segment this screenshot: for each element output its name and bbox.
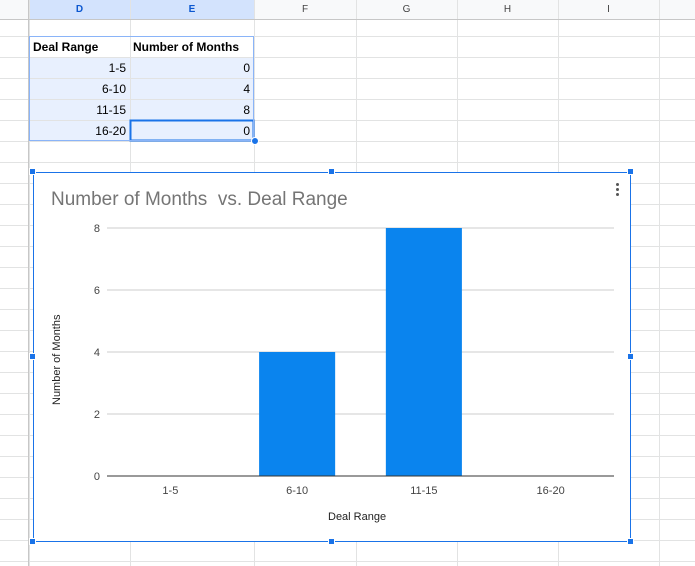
column-header-h[interactable]: H	[503, 4, 512, 15]
column-header-i[interactable]: I	[607, 4, 610, 15]
header-cell-deal-range[interactable]: Deal Range	[33, 40, 99, 54]
y-tick-label: 8	[94, 223, 100, 235]
resize-handle-top-right[interactable]	[627, 168, 634, 175]
column-header-f[interactable]: F	[301, 4, 309, 15]
resize-handle-right[interactable]	[627, 353, 634, 360]
cell-deal-range-1[interactable]: 1-5	[108, 61, 126, 75]
cell-deal-range-4[interactable]: 16-20	[95, 124, 126, 138]
cell-months-1[interactable]: 0	[243, 61, 250, 75]
y-tick-label: 2	[94, 409, 100, 421]
resize-handle-top-left[interactable]	[29, 168, 36, 175]
fill-handle[interactable]	[251, 137, 259, 145]
resize-handle-left[interactable]	[29, 353, 36, 360]
cell-deal-range-3[interactable]: 11-15	[96, 103, 126, 117]
bar-chart-plot: 0 2 4 6 8 1-5 6-10 11-15 16-20	[94, 223, 614, 497]
resize-handle-bottom-left[interactable]	[29, 538, 36, 545]
y-tick-label: 0	[94, 471, 100, 483]
column-header-g[interactable]: G	[402, 4, 411, 15]
bar-6-10[interactable]	[259, 352, 336, 476]
cell-months-3[interactable]: 8	[243, 103, 250, 117]
resize-handle-bottom[interactable]	[328, 538, 335, 545]
cell-deal-range-2[interactable]: 6-10	[101, 82, 126, 96]
header-cell-number-of-months[interactable]: Number of Months	[133, 40, 239, 54]
cell-months-4[interactable]: 0	[243, 124, 250, 138]
resize-handle-top[interactable]	[328, 168, 335, 175]
y-tick-label: 4	[94, 347, 100, 359]
bar-11-15[interactable]	[385, 228, 462, 476]
x-axis-title: Deal Range	[328, 511, 387, 523]
column-header-e[interactable]: E	[188, 4, 196, 15]
chart-menu-icon[interactable]	[611, 178, 623, 200]
column-header-d[interactable]: D	[75, 4, 84, 15]
cell-months-2[interactable]: 4	[243, 82, 250, 96]
x-tick-label: 11-15	[410, 485, 437, 497]
x-tick-label: 1-5	[162, 485, 178, 497]
embedded-chart[interactable]: Number of Months vs. Deal Range 0 2 4 6 8 1-5…	[33, 172, 631, 542]
resize-handle-bottom-right[interactable]	[627, 538, 634, 545]
y-tick-label: 6	[94, 285, 100, 297]
x-tick-label: 16-20	[537, 485, 565, 497]
y-axis-title: Number of Months	[51, 314, 63, 405]
chart-title: Number of Months vs. Deal Range	[51, 189, 348, 210]
x-tick-label: 6-10	[286, 485, 308, 497]
